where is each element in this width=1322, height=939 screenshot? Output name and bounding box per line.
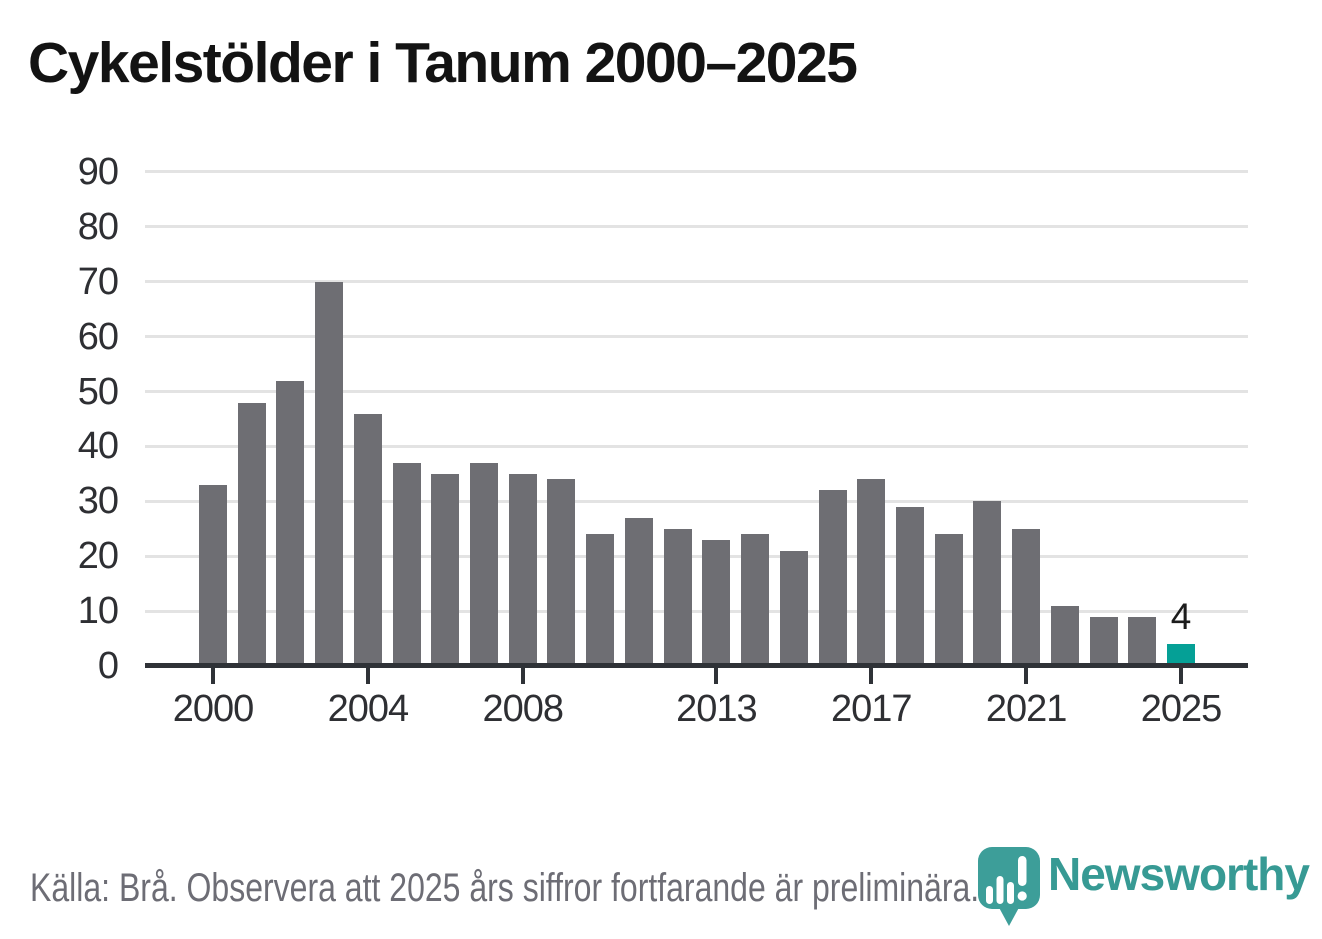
- bar-2015: [779, 550, 808, 666]
- bar-2022: [1050, 605, 1079, 666]
- gridline-20: [145, 554, 1248, 558]
- bar-2025: [1167, 644, 1195, 666]
- x-tick-2013: [714, 668, 719, 684]
- y-axis-label-70: 70: [77, 260, 119, 303]
- chart-title: Cykelstölder i Tanum 2000–2025: [28, 31, 858, 95]
- bar-2019: [934, 534, 963, 666]
- bar-2008: [508, 473, 537, 666]
- bar-2007: [470, 462, 499, 666]
- bar-2000: [199, 484, 227, 666]
- bar-2012: [663, 528, 692, 666]
- gridline-10: [145, 609, 1248, 613]
- bar-2013: [702, 539, 731, 666]
- bar-2001: [237, 402, 266, 666]
- bar-2003: [315, 281, 344, 666]
- bar-2005: [392, 462, 421, 666]
- bar-2014: [741, 534, 770, 666]
- bar-2017: [857, 479, 886, 666]
- x-tick-2008: [520, 668, 525, 684]
- x-axis-line: [145, 663, 1248, 668]
- bar-2011: [624, 517, 653, 666]
- x-axis-label-2017: 2017: [830, 688, 913, 730]
- y-axis-label-60: 60: [77, 315, 119, 358]
- gridline-80: [145, 225, 1248, 229]
- y-axis-label-20: 20: [77, 535, 119, 578]
- source-note: Källa: Brå. Observera att 2025 års siffr…: [30, 866, 980, 910]
- bar-2020: [973, 501, 1002, 666]
- gridline-70: [145, 280, 1248, 284]
- x-axis-label-2021: 2021: [985, 688, 1068, 730]
- x-axis-label-2013: 2013: [676, 688, 758, 730]
- x-axis-label-2025: 2025: [1140, 688, 1223, 730]
- gridline-30: [145, 499, 1248, 503]
- newsworthy-logo-icon: [978, 847, 1040, 926]
- highlight-value-label: 4: [1170, 596, 1192, 638]
- gridline-60: [145, 335, 1248, 339]
- y-axis-label-0: 0: [97, 645, 119, 687]
- y-axis-label-90: 90: [77, 150, 119, 193]
- x-tick-2000: [211, 668, 215, 684]
- bar-2002: [276, 380, 305, 666]
- newsworthy-wordmark: Newsworthy: [1048, 848, 1310, 900]
- x-axis-label-2000: 2000: [172, 688, 255, 730]
- x-axis-label-2004: 2004: [327, 688, 410, 730]
- x-tick-2025: [1179, 668, 1183, 684]
- y-axis-label-30: 30: [77, 480, 119, 523]
- x-axis-label-2008: 2008: [482, 688, 564, 730]
- gridline-40: [145, 444, 1248, 448]
- bar-2016: [818, 490, 847, 666]
- gridline-90: [145, 170, 1248, 174]
- y-axis-label-40: 40: [77, 425, 119, 468]
- bar-2009: [547, 479, 576, 666]
- y-axis-label-10: 10: [77, 590, 119, 633]
- x-tick-2017: [869, 668, 874, 684]
- x-tick-2021: [1024, 668, 1029, 684]
- bar-2010: [586, 534, 615, 666]
- bar-2024: [1128, 616, 1157, 666]
- gridline-50: [145, 390, 1248, 394]
- bar-2023: [1089, 616, 1118, 666]
- bar-2018: [895, 506, 924, 666]
- bar-2006: [431, 473, 460, 666]
- y-axis-label-80: 80: [77, 205, 119, 248]
- bar-2021: [1012, 528, 1041, 666]
- bar-2004: [353, 413, 382, 666]
- y-axis-label-50: 50: [77, 370, 119, 413]
- x-tick-2004: [365, 668, 370, 684]
